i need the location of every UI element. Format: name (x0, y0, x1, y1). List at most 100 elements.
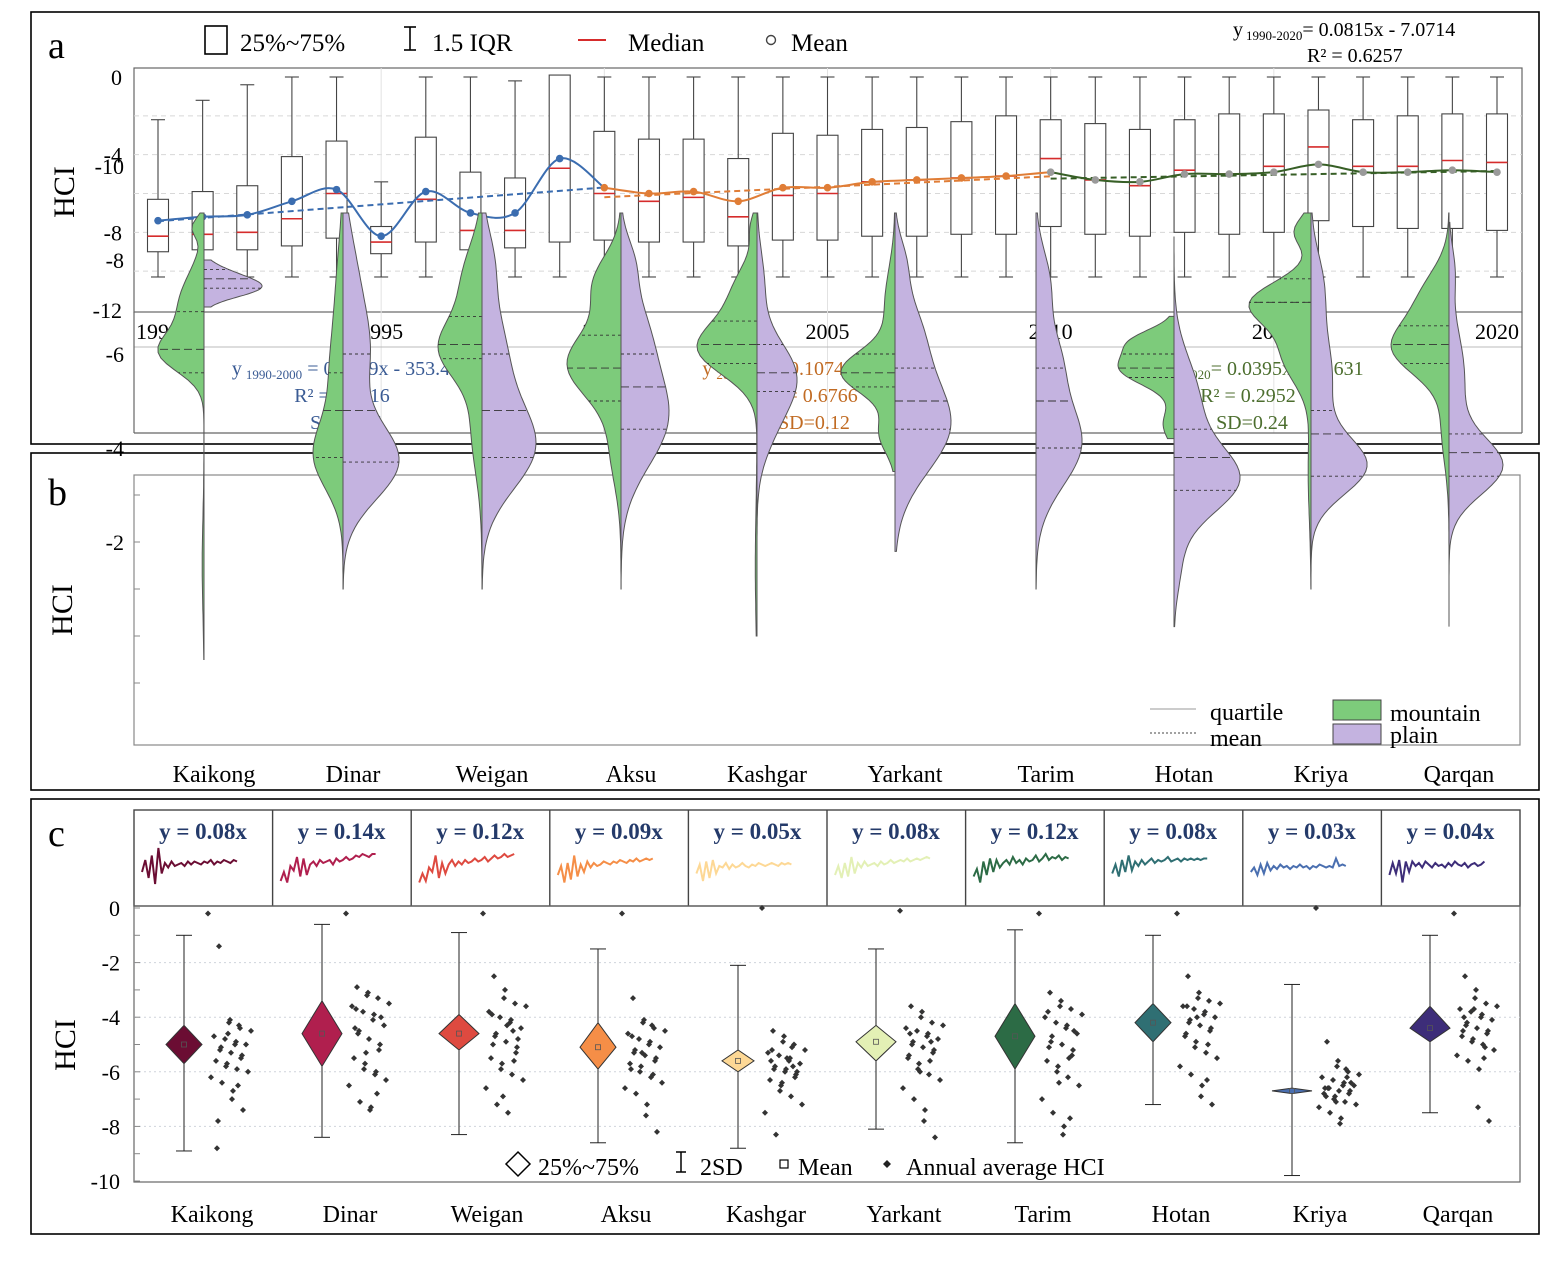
annual-dot (518, 1025, 524, 1032)
annual-dot (489, 1011, 495, 1018)
annual-dot (480, 910, 486, 917)
annual-dot (1322, 1085, 1328, 1092)
annual-dot (1212, 1014, 1218, 1021)
group-kriya (1271, 905, 1362, 1177)
annual-dot (381, 1022, 387, 1029)
plain-half-shape (620, 212, 670, 590)
violin-weigan (437, 212, 537, 590)
mean-point (1180, 170, 1189, 178)
annual-dot (919, 1008, 925, 1015)
annual-dot (767, 1076, 773, 1083)
annual-dot (1462, 973, 1468, 980)
y-tick-label: 0 (109, 896, 120, 921)
annual-dot (907, 1030, 913, 1037)
annual-dot (1180, 1003, 1186, 1010)
legend-plain-swatch (1332, 723, 1382, 745)
mean-point (779, 183, 787, 192)
panel-a-y-axis-label: HCI (48, 166, 81, 218)
annual-dot (916, 1060, 922, 1067)
legend-mean-label-b: mean (1210, 726, 1262, 752)
panel-c-y-ticks: 0 -2 -4 -6 -8 -10 (91, 896, 140, 1194)
panel-b-y-ticks: -2 -4 -6 -8 -10 (95, 154, 140, 684)
mean-point (868, 178, 876, 186)
annual-dot (770, 1027, 776, 1034)
x-category-label: Kriya (1293, 1202, 1348, 1228)
panel-b-violins (157, 212, 1504, 660)
mountain-half-shape (696, 212, 758, 637)
legend-whisker-label: 1.5 IQR (432, 30, 513, 57)
mean-square (181, 1041, 187, 1048)
iqr-box (370, 225, 393, 255)
x-category-label: Yarkant (868, 762, 943, 788)
annual-dot (769, 1046, 775, 1053)
annual-dot (1184, 1003, 1190, 1010)
violin-kashgar (696, 212, 798, 637)
mean-square (1289, 1088, 1295, 1094)
annual-dot (929, 1019, 935, 1026)
annual-dot (1055, 1063, 1061, 1070)
mountain-half (437, 212, 483, 580)
annual-dot (646, 1041, 652, 1048)
annual-dot (802, 1046, 808, 1053)
mountain-half-shape (1248, 212, 1312, 590)
annual-dot (922, 1107, 928, 1114)
annual-dot (1201, 1011, 1207, 1018)
iqr-diamond (301, 999, 343, 1068)
annual-dot (500, 1093, 506, 1100)
y-tick-label: -10 (91, 1169, 120, 1194)
annual-dot (1056, 1079, 1062, 1086)
plain-half (620, 212, 670, 590)
annual-dot (214, 1145, 220, 1152)
annual-dot (510, 1027, 516, 1034)
annual-dot (205, 910, 211, 917)
annual-dot (1049, 1033, 1055, 1040)
x-category-label: Kriya (1294, 762, 1349, 788)
annual-dot (926, 1071, 932, 1078)
annual-dot (1340, 1082, 1346, 1089)
annual-dot (940, 1022, 946, 1029)
annual-dot (511, 1057, 517, 1064)
annual-dot (1316, 1104, 1322, 1111)
trend-label: y = 0.05x (713, 819, 801, 844)
annual-dot (1342, 1098, 1348, 1105)
mean-point (288, 197, 296, 206)
trend-sparkline (972, 852, 1070, 883)
annual-dot (492, 1033, 498, 1040)
annual-dot (777, 1087, 783, 1094)
mean-point (957, 174, 966, 182)
annual-dot (1461, 1014, 1467, 1021)
box-1995 (370, 181, 393, 278)
annual-dot (1330, 1076, 1336, 1083)
mean-point (555, 154, 564, 163)
legend-mean-label-c: Mean (798, 1155, 853, 1181)
annual-dot (1054, 1068, 1060, 1075)
panel-b-x-labels: Kaikong Dinar Weigan Aksu Kashgar Yarkant Tari… (173, 762, 1495, 788)
annual-dot (776, 1052, 782, 1059)
annual-dot (216, 943, 222, 950)
iqr-diamond (1134, 1002, 1172, 1043)
mean-point (600, 183, 609, 192)
annual-dot (1454, 1052, 1460, 1059)
mean-point (689, 187, 698, 196)
trend-label: y = 0.08x (852, 819, 940, 844)
annual-dot (491, 973, 497, 980)
iqr-diamond (1409, 1005, 1451, 1043)
annual-dot (1344, 1074, 1350, 1081)
x-category-label: Kashgar (727, 762, 807, 788)
plain-half (342, 212, 400, 590)
annual-dot (490, 1041, 496, 1048)
mean-square (595, 1044, 601, 1051)
y-tick-label: 0 (111, 65, 122, 90)
mean-point (1403, 168, 1412, 176)
annual-dot (1185, 973, 1191, 980)
annual-dot (513, 1049, 519, 1056)
x-category-label: Qarqan (1424, 762, 1495, 788)
annual-dot (499, 1060, 505, 1067)
annual-dot (1346, 1090, 1352, 1097)
annual-dot (509, 1071, 515, 1078)
annual-dot (1336, 1087, 1342, 1094)
annual-dot (1067, 1115, 1073, 1122)
annual-dot (920, 1044, 926, 1051)
group-tarim (994, 910, 1085, 1144)
trend-sparkline (141, 847, 238, 885)
